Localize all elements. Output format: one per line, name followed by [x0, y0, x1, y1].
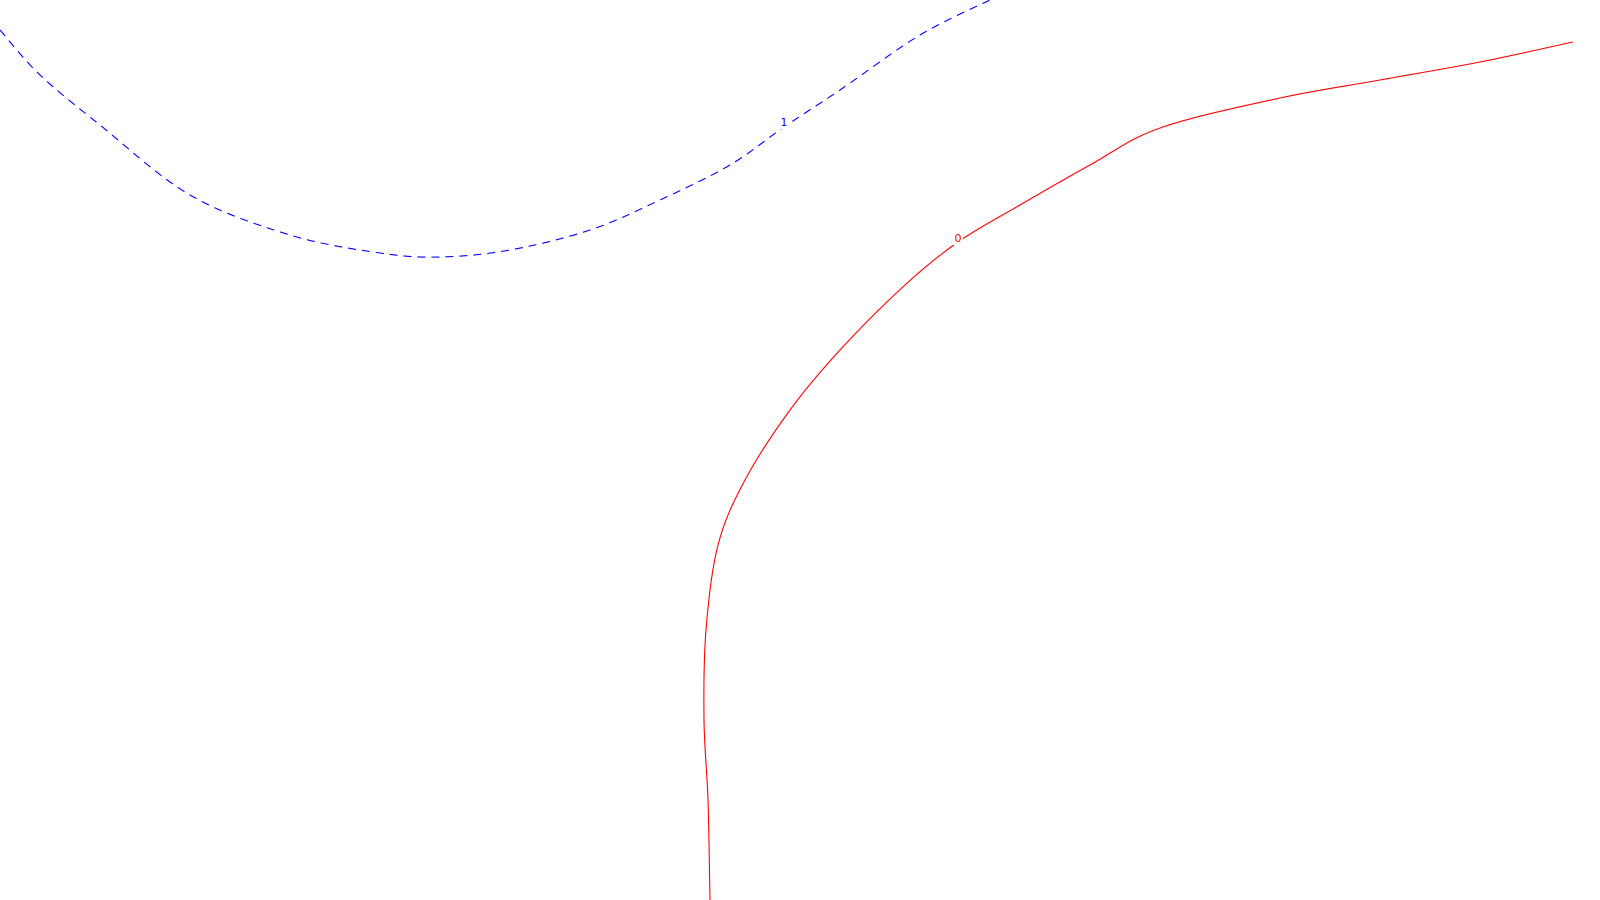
contour-label-level-1: 1	[781, 116, 788, 129]
contour-label-background	[779, 117, 789, 129]
contour-label-background	[953, 233, 963, 245]
contour-line-level-1	[0, 0, 991, 258]
contour-line-level-0	[703, 41, 1574, 900]
contour-label-level-0: 0	[955, 232, 962, 245]
